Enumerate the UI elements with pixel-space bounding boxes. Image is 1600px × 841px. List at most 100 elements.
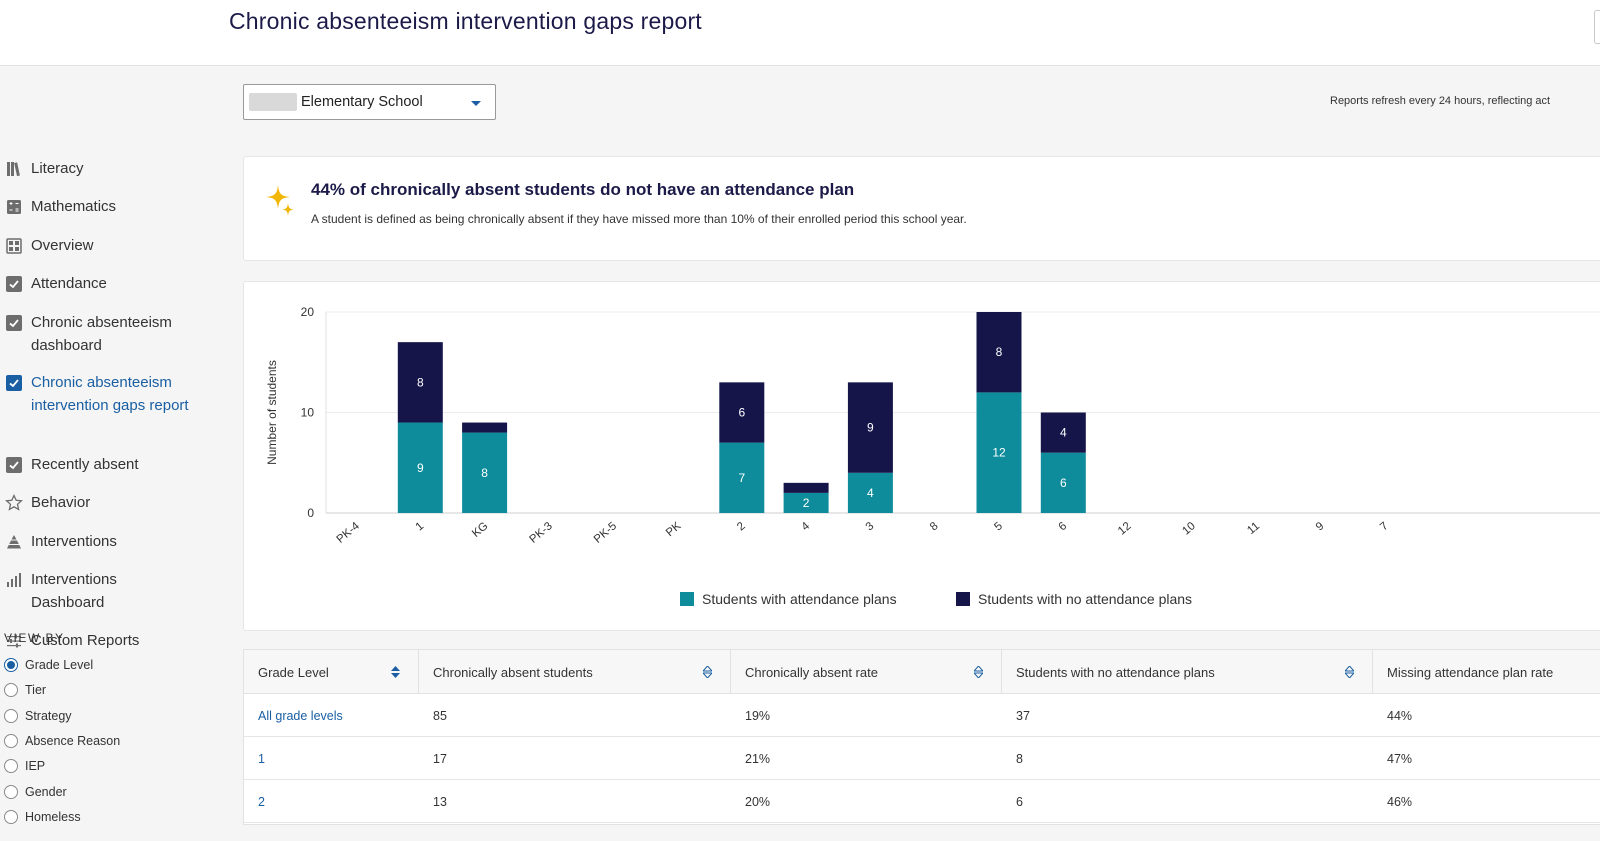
book-icon	[5, 160, 23, 178]
x-tick-label: 7	[1378, 520, 1391, 533]
bar-with-plans	[719, 442, 765, 513]
table-cell: 47%	[1387, 751, 1413, 766]
chevron-down-icon	[471, 101, 481, 106]
column-header-missing-plan-rate[interactable]: Missing attendance plan rate	[1373, 650, 1600, 694]
radio-button[interactable]	[4, 810, 18, 824]
sidebar-item-custom-reports[interactable]: Custom Reports	[5, 630, 215, 653]
bar-with-plans	[1040, 452, 1086, 513]
sidebar-item-interventions[interactable]: Interventions	[5, 531, 215, 554]
checkbox-icon	[5, 314, 23, 332]
stacked-bar-chart: 0 10 20 Number of students PK-4 9 8 1 8 KG PK-3 PK-…	[265, 305, 1600, 546]
x-tick-label: 11	[1245, 520, 1262, 537]
sidebar-item-behavior[interactable]: Behavior	[5, 492, 215, 515]
bar-no-plans	[847, 382, 893, 473]
sidebar-item-chronic-absenteeism-dashboard[interactable]: Chronic absenteeism dashboard	[5, 312, 215, 357]
data-label: 8	[481, 466, 488, 480]
sidebar-item-recently-absent[interactable]: Recently absent	[5, 454, 215, 477]
column-header-students-no-plans[interactable]: Students with no attendance plans	[1002, 650, 1373, 694]
chart-card: 0 10 20 Number of students PK-4 9 8 1 8 KG PK-3 PK-…	[243, 281, 1600, 631]
grid-icon	[5, 237, 23, 255]
x-tick-label: 3	[864, 520, 877, 533]
header-button-edge[interactable]	[1594, 10, 1600, 44]
y-tick-label: 0	[307, 506, 314, 520]
legend-swatch	[680, 592, 694, 606]
legend-item-no-plans[interactable]: Students with no attendance plans	[956, 591, 1192, 607]
pyramid-icon	[5, 533, 23, 551]
school-select[interactable]: Elementary School	[243, 84, 496, 120]
radio-button[interactable]	[4, 759, 18, 773]
table-cell: 44%	[1387, 708, 1413, 723]
table-cell: 8	[1016, 751, 1023, 766]
legend-swatch	[956, 592, 970, 606]
table-row: 2 13 20% 6 46%	[244, 780, 1600, 823]
data-label: 9	[417, 461, 424, 475]
insight-title: 44% of chronically absent students do no…	[311, 180, 855, 199]
sidebar-item-label: Custom Reports	[31, 632, 140, 649]
bar-with-plans	[397, 422, 443, 513]
legend-item-with-plans[interactable]: Students with attendance plans	[680, 591, 897, 607]
sidebar-item-label: Attendance	[31, 275, 107, 292]
view-by-absence-reason[interactable]: Absence Reason	[4, 734, 120, 748]
x-tick-label: 4	[799, 520, 812, 534]
view-by-strategy[interactable]: Strategy	[4, 709, 72, 723]
column-header-label: Grade Level	[258, 664, 329, 680]
table-cell: 85	[433, 708, 447, 723]
sidebar-item-label: Behavior	[31, 494, 91, 511]
bar-chart-icon	[5, 571, 23, 589]
top-header: Chronic absenteeism intervention gaps re…	[0, 0, 1600, 66]
grade-level-link[interactable]: 2	[258, 794, 265, 809]
y-tick-label: 10	[301, 406, 315, 420]
radio-button[interactable]	[4, 734, 18, 748]
sidebar-item-label: Interventions Dashboard	[31, 571, 117, 611]
bar-with-plans	[462, 432, 508, 513]
sidebar-item-literacy[interactable]: Literacy	[5, 158, 215, 181]
data-label: 6	[1060, 476, 1067, 490]
table-row: 1 17 21% 8 47%	[244, 737, 1600, 780]
radio-button[interactable]	[4, 658, 18, 672]
data-label: 6	[738, 406, 745, 420]
insight-subtitle: A student is defined as being chronicall…	[311, 212, 967, 226]
view-by-tier[interactable]: Tier	[4, 683, 46, 697]
column-header-chronically-absent-rate[interactable]: Chronically absent rate	[731, 650, 1002, 694]
table-cell: 19%	[745, 708, 771, 723]
bar-no-plans	[462, 422, 508, 433]
sidebar-item-overview[interactable]: Overview	[5, 235, 215, 258]
view-by-homeless[interactable]: Homeless	[4, 810, 81, 824]
radio-button[interactable]	[4, 709, 18, 723]
radio-label: IEP	[25, 759, 46, 773]
column-header-grade-level[interactable]: Grade Level	[244, 650, 419, 694]
x-tick-label: 5	[992, 520, 1005, 533]
grade-level-link[interactable]: All grade levels	[258, 708, 343, 723]
y-tick-label: 20	[301, 305, 315, 319]
table-header-row: Grade Level Chronically absent students …	[244, 650, 1600, 694]
view-by-gender[interactable]: Gender	[4, 785, 67, 799]
radio-button[interactable]	[4, 785, 18, 799]
radio-label: Tier	[25, 683, 47, 697]
table-cell: 6	[1016, 794, 1023, 809]
x-tick-label: KG	[470, 520, 490, 540]
sidebar-item-mathematics[interactable]: Mathematics	[5, 196, 215, 219]
column-header-chronically-absent-students[interactable]: Chronically absent students	[419, 650, 731, 694]
school-select-value: Elementary School	[301, 94, 423, 110]
checkbox-icon	[5, 456, 23, 474]
sidebar-item-attendance[interactable]: Attendance	[5, 273, 215, 296]
radio-label: Strategy	[25, 709, 72, 723]
grade-level-table: Grade Level Chronically absent students …	[243, 649, 1600, 825]
sidebar-item-interventions-dashboard[interactable]: Interventions Dashboard	[5, 569, 215, 614]
sparkle-icon	[264, 181, 298, 226]
x-tick-label: PK	[664, 520, 684, 539]
insight-card: 44% of chronically absent students do no…	[243, 156, 1600, 261]
radio-button[interactable]	[4, 683, 18, 697]
y-axis-label: Number of students	[265, 360, 279, 465]
view-by-grade-level[interactable]: Grade Level	[4, 658, 93, 672]
data-label: 8	[417, 375, 424, 389]
redacted-school-prefix	[249, 93, 297, 111]
view-by-iep[interactable]: IEP	[4, 759, 45, 773]
grade-level-link[interactable]: 1	[258, 751, 265, 766]
x-tick-label: PK-5	[592, 520, 619, 546]
sort-icon	[974, 666, 983, 678]
sidebar-item-label: Literacy	[31, 160, 84, 177]
sidebar-item-intervention-gaps-report[interactable]: Chronic absenteeism intervention gaps re…	[5, 372, 215, 417]
x-tick-label: PK-4	[335, 520, 363, 546]
table-cell: 37	[1016, 708, 1030, 723]
